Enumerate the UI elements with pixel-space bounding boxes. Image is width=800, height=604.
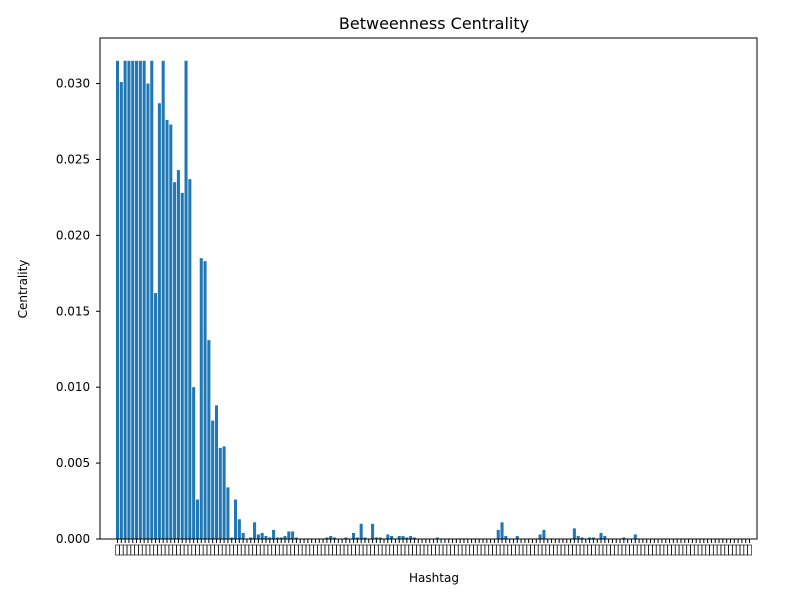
x-axis-label: Hashtag bbox=[409, 571, 459, 585]
y-tick-label: 0.010 bbox=[56, 380, 90, 394]
y-axis: 0.000 0.005 0.010 0.015 0.020 0.025 0.030 bbox=[56, 77, 100, 546]
bar bbox=[154, 293, 158, 539]
bar bbox=[580, 537, 584, 539]
bar bbox=[115, 60, 120, 540]
x-tick-label bbox=[747, 544, 752, 556]
bar bbox=[435, 537, 439, 539]
bar bbox=[192, 387, 196, 539]
y-tick-label: 0.030 bbox=[56, 77, 90, 91]
bars-group bbox=[115, 60, 637, 540]
bar bbox=[603, 535, 607, 539]
bar bbox=[500, 522, 504, 539]
y-tick-label: 0.000 bbox=[56, 532, 90, 546]
bar bbox=[633, 534, 637, 539]
bar bbox=[226, 487, 230, 539]
y-axis-label: Centrality bbox=[16, 260, 30, 319]
bar bbox=[588, 537, 592, 539]
bar bbox=[344, 537, 348, 539]
bar bbox=[409, 535, 413, 539]
bar bbox=[249, 537, 253, 539]
bar bbox=[332, 537, 337, 539]
bar bbox=[260, 532, 264, 539]
bar bbox=[355, 537, 359, 539]
bar bbox=[591, 537, 595, 539]
bar bbox=[538, 534, 542, 539]
bar bbox=[504, 535, 508, 539]
bar bbox=[214, 405, 219, 539]
bar bbox=[211, 420, 215, 539]
chart-title: Betweenness Centrality bbox=[339, 14, 529, 33]
bar bbox=[123, 60, 127, 540]
plot-frame bbox=[99, 37, 758, 540]
bar bbox=[405, 537, 409, 539]
bar bbox=[135, 60, 139, 540]
bar bbox=[572, 528, 576, 539]
bar bbox=[264, 535, 268, 539]
bar bbox=[268, 537, 272, 539]
bar bbox=[272, 529, 276, 539]
bar bbox=[352, 532, 356, 539]
y-tick-label: 0.015 bbox=[56, 304, 90, 318]
bar bbox=[253, 522, 257, 539]
bar bbox=[169, 124, 173, 539]
y-tick-label: 0.005 bbox=[56, 456, 90, 470]
bar bbox=[542, 529, 546, 539]
bar bbox=[207, 340, 211, 539]
bar bbox=[371, 523, 375, 539]
bar bbox=[386, 534, 390, 539]
bar bbox=[397, 535, 401, 539]
bar bbox=[173, 182, 177, 540]
bar bbox=[256, 534, 260, 539]
bar bbox=[496, 529, 500, 539]
bar bbox=[146, 83, 150, 540]
bar bbox=[329, 535, 333, 539]
bar bbox=[401, 535, 405, 539]
bar bbox=[142, 60, 146, 540]
bar bbox=[279, 537, 283, 539]
bar bbox=[188, 179, 192, 539]
bar bbox=[359, 523, 363, 539]
bar bbox=[222, 446, 226, 539]
bar bbox=[150, 60, 154, 540]
bar bbox=[294, 537, 298, 539]
y-tick-label: 0.025 bbox=[56, 152, 90, 166]
bar bbox=[287, 531, 291, 539]
bar bbox=[275, 537, 279, 539]
bar bbox=[195, 499, 199, 539]
bar bbox=[131, 60, 135, 540]
bar bbox=[515, 535, 519, 539]
bar bbox=[622, 537, 626, 539]
bar bbox=[176, 170, 180, 539]
bar bbox=[237, 519, 241, 539]
bar bbox=[199, 258, 203, 539]
bar bbox=[161, 60, 165, 540]
bar bbox=[165, 119, 169, 539]
bar bbox=[241, 532, 245, 539]
bar bbox=[184, 60, 188, 540]
bar bbox=[119, 82, 123, 539]
bar bbox=[378, 537, 382, 539]
y-tick-label: 0.020 bbox=[56, 228, 90, 242]
bar bbox=[218, 447, 222, 539]
x-axis bbox=[115, 539, 752, 556]
bar bbox=[291, 531, 295, 539]
bar bbox=[203, 261, 207, 539]
bar bbox=[180, 192, 184, 539]
bar bbox=[325, 537, 329, 539]
bar bbox=[412, 537, 416, 539]
bar bbox=[230, 537, 234, 539]
bar bbox=[138, 60, 142, 540]
bar bbox=[374, 537, 378, 539]
bar bbox=[576, 535, 580, 539]
bar bbox=[234, 499, 238, 539]
bar bbox=[599, 532, 603, 539]
bar bbox=[157, 103, 161, 539]
bar bbox=[127, 60, 131, 540]
bar bbox=[390, 535, 394, 539]
bar bbox=[363, 537, 367, 539]
bar bbox=[283, 535, 287, 539]
